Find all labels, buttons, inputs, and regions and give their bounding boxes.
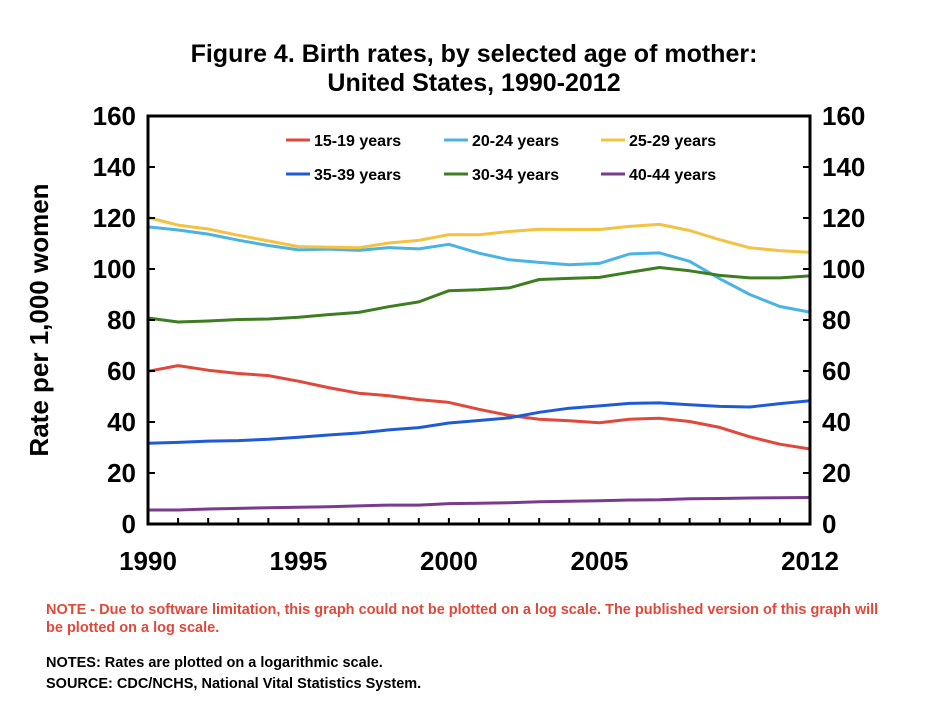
x-tick-label: 2000 xyxy=(420,546,478,576)
x-tick-label: 1990 xyxy=(119,546,177,576)
series-line-20-24-years xyxy=(146,225,812,314)
y-right-tick-label: 160 xyxy=(822,101,865,131)
legend-label-25-29-years: 25-29 years xyxy=(629,133,716,150)
y-axis-left: 0 20 40 60 80 100 120 140 160 xyxy=(93,101,155,539)
y-right-tick-label: 80 xyxy=(822,305,851,335)
y-axis-right: 0 20 40 60 80 100 120 140 160 xyxy=(803,101,865,539)
x-axis: 1990 1995 2000 2005 2012 xyxy=(119,518,839,576)
x-tick-label: 2012 xyxy=(781,546,839,576)
series-line-30-34-years xyxy=(146,266,812,324)
y-left-tick-label: 100 xyxy=(93,254,136,284)
x-tick-label: 2005 xyxy=(570,546,628,576)
series-line-35-39-years xyxy=(146,399,812,445)
y-axis-label: Rate per 1,000 women xyxy=(24,183,54,456)
series-line-25-29-years xyxy=(146,216,812,254)
legend: 15-19 years 20-24 years 25-29 years 35-39 y… xyxy=(286,133,716,184)
chart-title-line-1: Figure 4. Birth rates, by selected age o… xyxy=(191,40,758,68)
y-right-tick-label: 100 xyxy=(822,254,865,284)
series-line-40-44-years xyxy=(146,496,812,512)
series-line-15-19-years xyxy=(146,364,812,451)
y-left-tick-label: 120 xyxy=(93,203,136,233)
y-left-tick-label: 80 xyxy=(107,305,136,335)
legend-label-35-39-years: 35-39 years xyxy=(314,167,401,184)
series-layer xyxy=(146,216,812,512)
chart-title-line-2: United States, 1990-2012 xyxy=(327,69,620,97)
legend-label-20-24-years: 20-24 years xyxy=(472,133,559,150)
y-left-tick-label: 40 xyxy=(107,407,136,437)
log-scale-note: NOTES: Rates are plotted on a logarithmi… xyxy=(46,655,383,671)
y-right-tick-label: 20 xyxy=(822,458,851,488)
y-right-tick-label: 120 xyxy=(822,203,865,233)
software-limitation-note: NOTE - Due to software limitation, this … xyxy=(46,602,879,636)
y-right-tick-label: 40 xyxy=(822,407,851,437)
y-left-tick-label: 60 xyxy=(107,356,136,386)
y-left-tick-label: 20 xyxy=(107,458,136,488)
source-note: SOURCE: CDC/NCHS, National Vital Statist… xyxy=(46,676,422,692)
y-right-tick-label: 60 xyxy=(822,356,851,386)
legend-label-40-44-years: 40-44 years xyxy=(629,167,716,184)
x-tick-label: 1995 xyxy=(270,546,328,576)
y-left-tick-label: 140 xyxy=(93,152,136,182)
legend-label-30-34-years: 30-34 years xyxy=(472,167,559,184)
legend-label-15-19-years: 15-19 years xyxy=(314,133,401,150)
y-left-tick-label: 160 xyxy=(93,101,136,131)
y-right-tick-label: 140 xyxy=(822,152,865,182)
y-right-tick-label: 0 xyxy=(822,509,836,539)
y-left-tick-label: 0 xyxy=(122,509,136,539)
